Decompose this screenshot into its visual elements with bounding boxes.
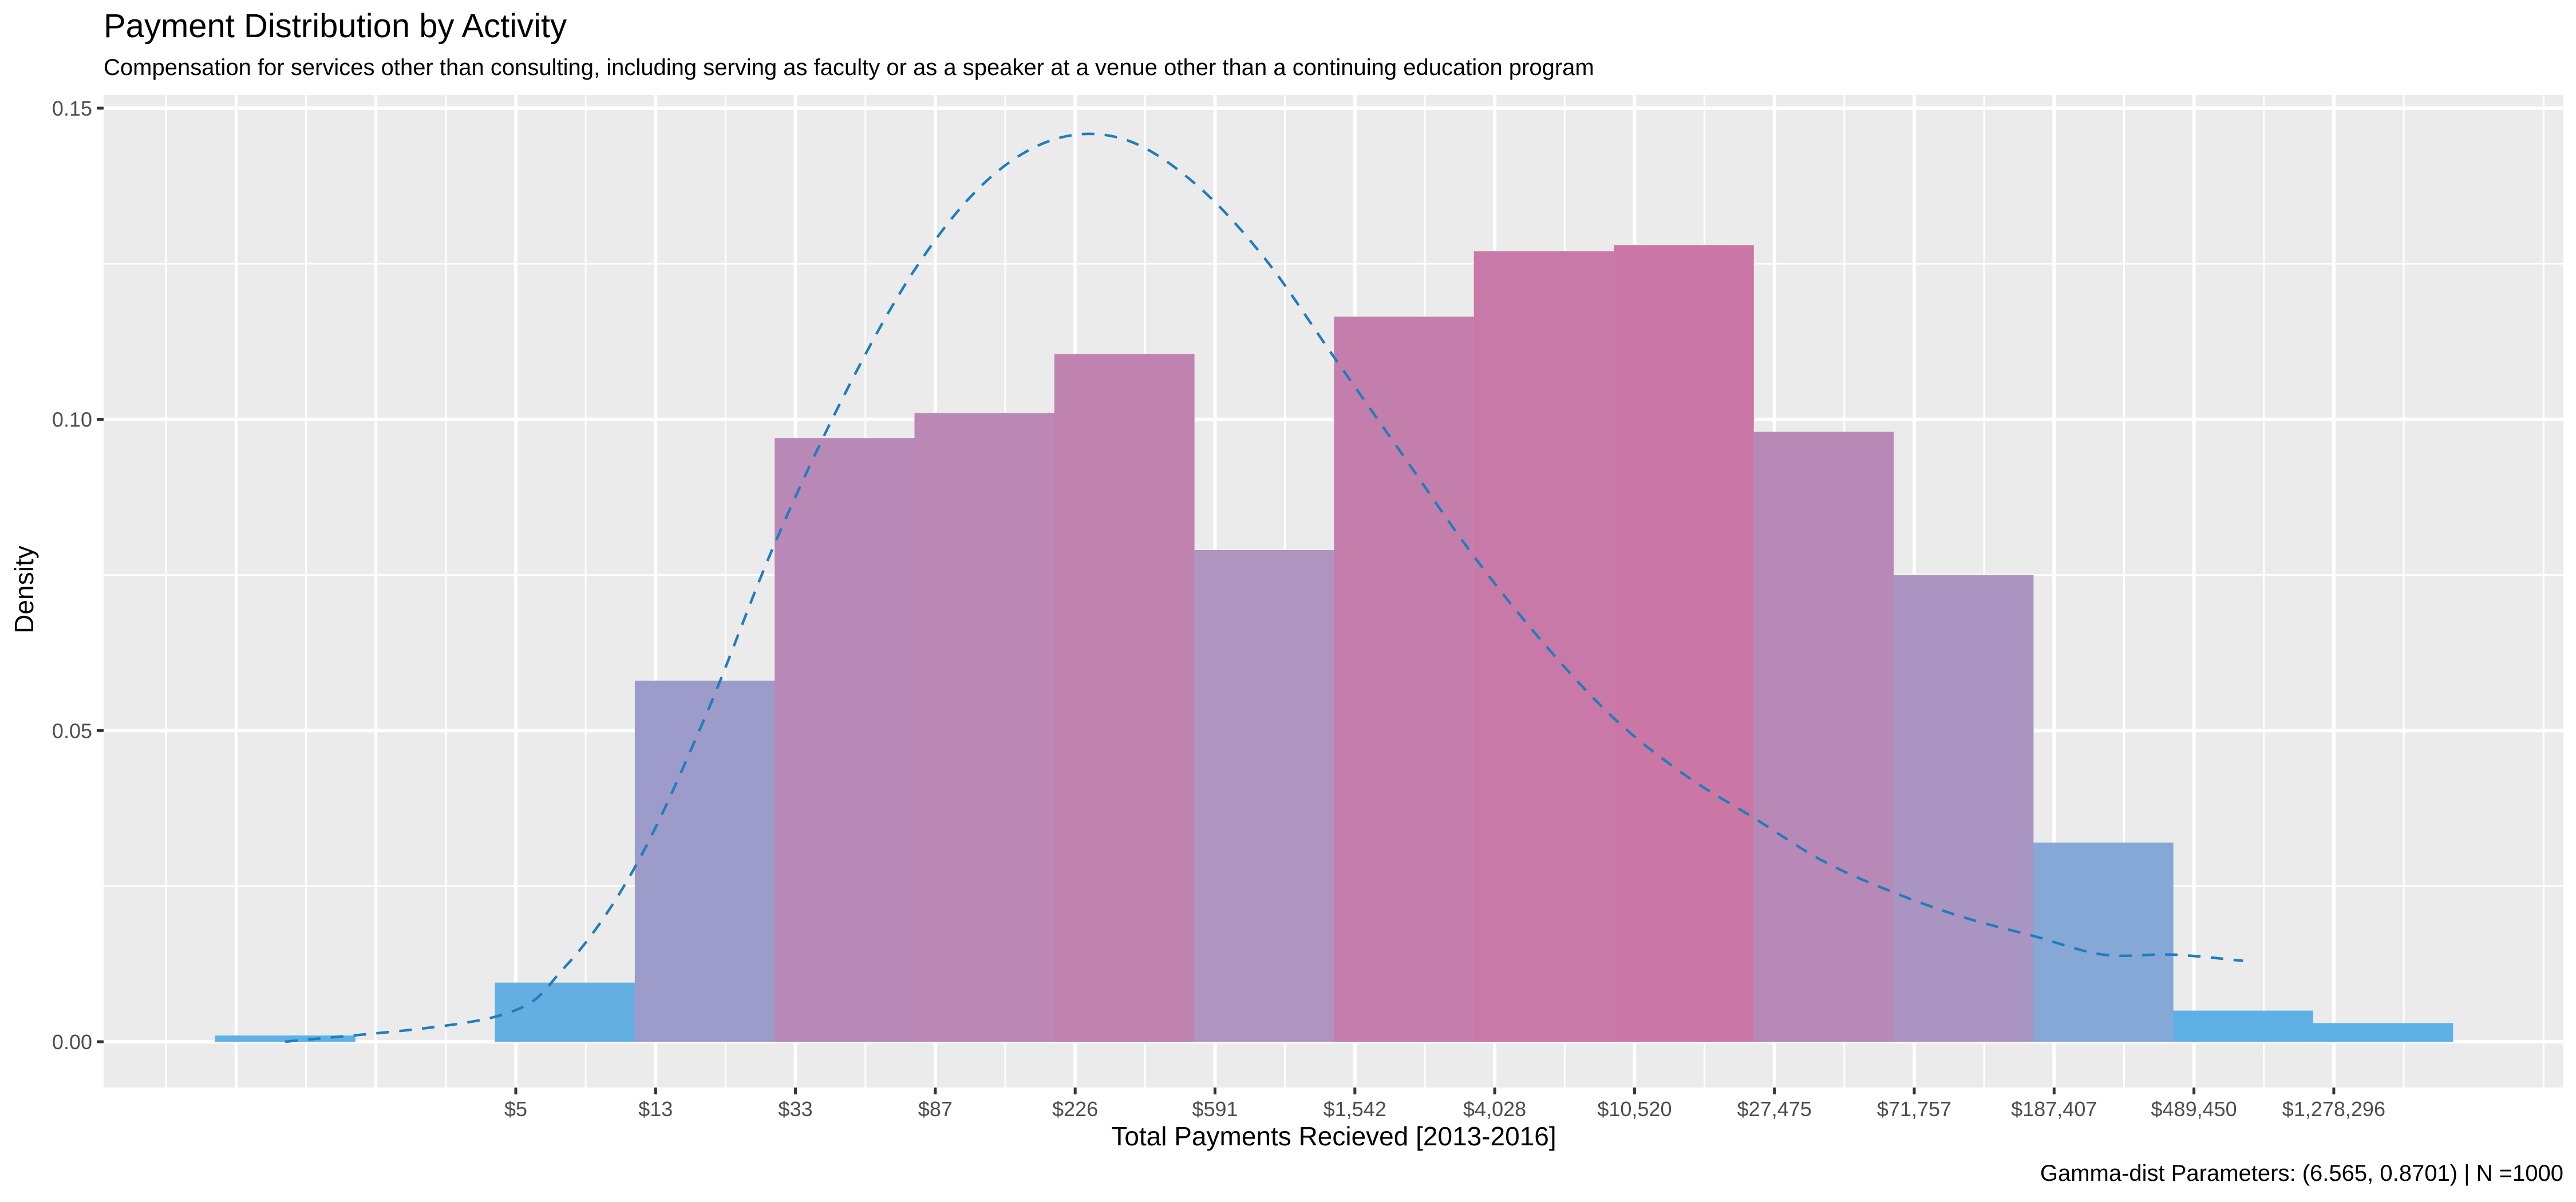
y-tick-label: 0.10 [52, 408, 92, 432]
histogram-bar [2173, 1010, 2313, 1042]
histogram-bar [1194, 550, 1334, 1042]
histogram-bar [775, 438, 915, 1042]
y-axis-label: Density [9, 545, 39, 634]
histogram-bar [1334, 317, 1475, 1042]
x-tick-label: $71,757 [1877, 1097, 1951, 1121]
histogram-bar [495, 982, 635, 1042]
x-tick-label: $4,028 [1463, 1097, 1526, 1121]
y-axis-ticks: 0.00 0.05 0.10 0.15 [52, 97, 104, 1054]
histogram-bars [215, 245, 2453, 1042]
chart-title: Payment Distribution by Activity [104, 7, 567, 45]
y-tick-label: 0.00 [52, 1030, 92, 1054]
x-tick-label: $1,278,296 [2282, 1097, 2385, 1121]
histogram-bar [914, 413, 1055, 1042]
histogram-bar [634, 681, 775, 1042]
x-tick-label: $5 [504, 1097, 527, 1121]
x-axis-ticks: $5 $13 $33 $87 $226 $591 $1,542 $4,028 $10,520 $2… [504, 1088, 2385, 1121]
density-curve-group [285, 132, 2243, 1043]
x-tick-label: $1,542 [1323, 1097, 1386, 1121]
x-tick-label: $87 [918, 1097, 953, 1121]
chart-caption: Gamma-dist Parameters: (6.565, 0.8701) |… [2040, 1161, 2563, 1186]
histogram-bar [1614, 245, 1754, 1042]
x-tick-label: $13 [638, 1097, 673, 1121]
histogram-bar [1054, 354, 1195, 1042]
histogram-bar [1753, 432, 1894, 1042]
chart-subtitle: Compensation for services other than con… [104, 55, 1594, 80]
x-tick-label: $10,520 [1597, 1097, 1672, 1121]
y-tick-label: 0.15 [52, 97, 92, 120]
x-tick-label: $187,407 [2011, 1097, 2097, 1121]
histogram-bar [1473, 251, 1614, 1042]
x-tick-label: $591 [1192, 1097, 1238, 1121]
x-tick-label: $226 [1052, 1097, 1098, 1121]
histogram-bar [2313, 1023, 2453, 1042]
density-curve [285, 132, 2243, 1043]
x-tick-label: $489,450 [2151, 1097, 2237, 1121]
x-tick-label: $33 [779, 1097, 813, 1121]
x-axis-label: Total Payments Recieved [2013-2016] [1111, 1121, 1556, 1151]
histogram-bar [215, 1035, 355, 1042]
x-tick-label: $27,475 [1737, 1097, 1812, 1121]
y-tick-label: 0.05 [52, 719, 92, 742]
histogram-bar [1893, 575, 2034, 1042]
